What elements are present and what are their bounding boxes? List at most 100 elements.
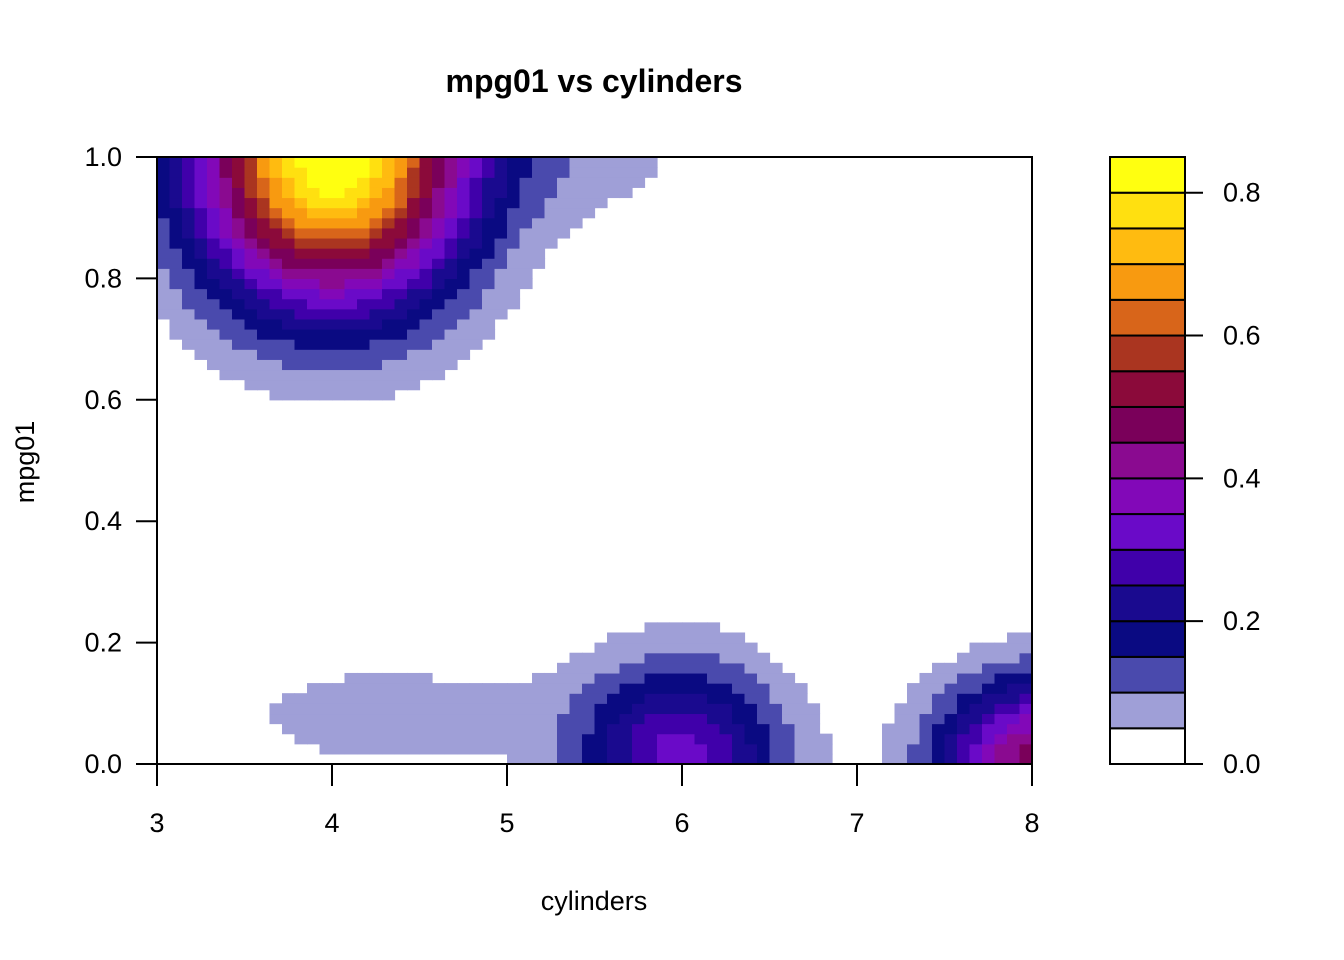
contour-cell: [594, 187, 608, 199]
contour-cell: [944, 723, 958, 735]
contour-cell: [219, 157, 233, 168]
contour-cell: [432, 359, 446, 371]
contour-cell: [569, 217, 583, 229]
contour-cell: [157, 288, 171, 300]
contour-cell: [357, 167, 371, 178]
contour-cell: [557, 157, 571, 168]
contour-cell: [469, 157, 483, 168]
contour-cell: [544, 197, 558, 209]
contour-cell: [632, 632, 646, 644]
contour-cell: [557, 217, 571, 229]
contour-cell: [632, 642, 646, 654]
legend-swatch: [1109, 370, 1186, 408]
contour-cell: [157, 167, 171, 178]
contour-cell: [444, 197, 458, 209]
contour-cell: [307, 713, 321, 725]
contour-cell: [694, 662, 708, 674]
contour-cell: [744, 703, 758, 715]
contour-cell: [269, 258, 283, 269]
contour-cell: [907, 713, 921, 725]
contour-cell: [544, 703, 558, 715]
contour-cell: [344, 167, 358, 178]
contour-cell: [482, 268, 496, 279]
contour-cell: [194, 308, 208, 320]
contour-cell: [219, 349, 233, 360]
contour-cell: [944, 733, 958, 745]
contour-cell: [719, 662, 733, 674]
contour-cell: [244, 339, 258, 350]
contour-cell: [407, 379, 421, 391]
contour-cell: [307, 379, 321, 391]
contour-cell: [382, 713, 396, 725]
contour-cell: [507, 197, 521, 209]
contour-cell: [557, 207, 571, 219]
contour-cell: [957, 683, 971, 694]
contour-cell: [394, 167, 408, 178]
legend-swatch: [1109, 298, 1186, 337]
contour-cell: [469, 683, 483, 694]
contour-cell: [307, 157, 321, 168]
contour-cell: [494, 693, 508, 704]
contour-cell: [644, 642, 658, 654]
contour-cell: [1007, 662, 1021, 674]
contour-cell: [594, 662, 608, 674]
contour-cell: [469, 248, 483, 259]
contour-cell: [432, 328, 446, 340]
contour-cell: [407, 207, 421, 219]
contour-cell: [369, 379, 383, 391]
contour-cell: [282, 298, 296, 310]
contour-cell: [344, 248, 358, 259]
contour-cell: [394, 187, 408, 199]
x-tick-label: 6: [674, 808, 689, 838]
contour-cell: [169, 187, 183, 199]
contour-cell: [419, 308, 433, 320]
contour-cell: [694, 683, 708, 694]
contour-cell: [269, 268, 283, 279]
contour-cell: [207, 359, 221, 371]
contour-cell: [457, 197, 471, 209]
contour-cell: [694, 642, 708, 654]
contour-cell: [157, 298, 171, 310]
contour-cell: [369, 278, 383, 290]
contour-cell: [594, 652, 608, 664]
contour-cell: [194, 298, 208, 310]
contour-cell: [169, 207, 183, 219]
contour-cell: [569, 167, 583, 178]
contour-cell: [419, 278, 433, 290]
contour-cell: [469, 177, 483, 188]
contour-cell: [432, 278, 446, 290]
contour-cell: [632, 672, 646, 684]
contour-cell: [182, 187, 196, 199]
contour-cell: [932, 693, 946, 704]
contour-cell: [619, 187, 633, 199]
contour-cell: [294, 288, 308, 300]
contour-cell: [232, 308, 246, 320]
contour-cell: [244, 298, 258, 310]
contour-cell: [457, 298, 471, 310]
contour-cell: [469, 237, 483, 249]
contour-cell: [419, 672, 433, 684]
contour-cell: [519, 248, 533, 259]
contour-cell: [969, 652, 983, 664]
contour-cell: [369, 369, 383, 381]
contour-cell: [232, 258, 246, 269]
contour-cell: [919, 723, 933, 735]
contour-cell: [444, 703, 458, 715]
contour-cell: [257, 207, 271, 219]
contour-cell: [157, 187, 171, 199]
contour-cell: [519, 207, 533, 219]
contour-cell: [719, 733, 733, 745]
contour-cell: [419, 359, 433, 371]
contour-cell: [394, 157, 408, 168]
contour-cell: [482, 227, 496, 239]
contour-cell: [369, 318, 383, 330]
contour-cell: [1019, 632, 1033, 644]
contour-cell: [732, 743, 746, 755]
contour-cell: [257, 217, 271, 229]
contour-cell: [307, 308, 321, 320]
contour-cell: [482, 318, 496, 330]
contour-cell: [232, 207, 246, 219]
contour-cell: [519, 187, 533, 199]
contour-cell: [332, 703, 346, 715]
contour-cell: [444, 187, 458, 199]
